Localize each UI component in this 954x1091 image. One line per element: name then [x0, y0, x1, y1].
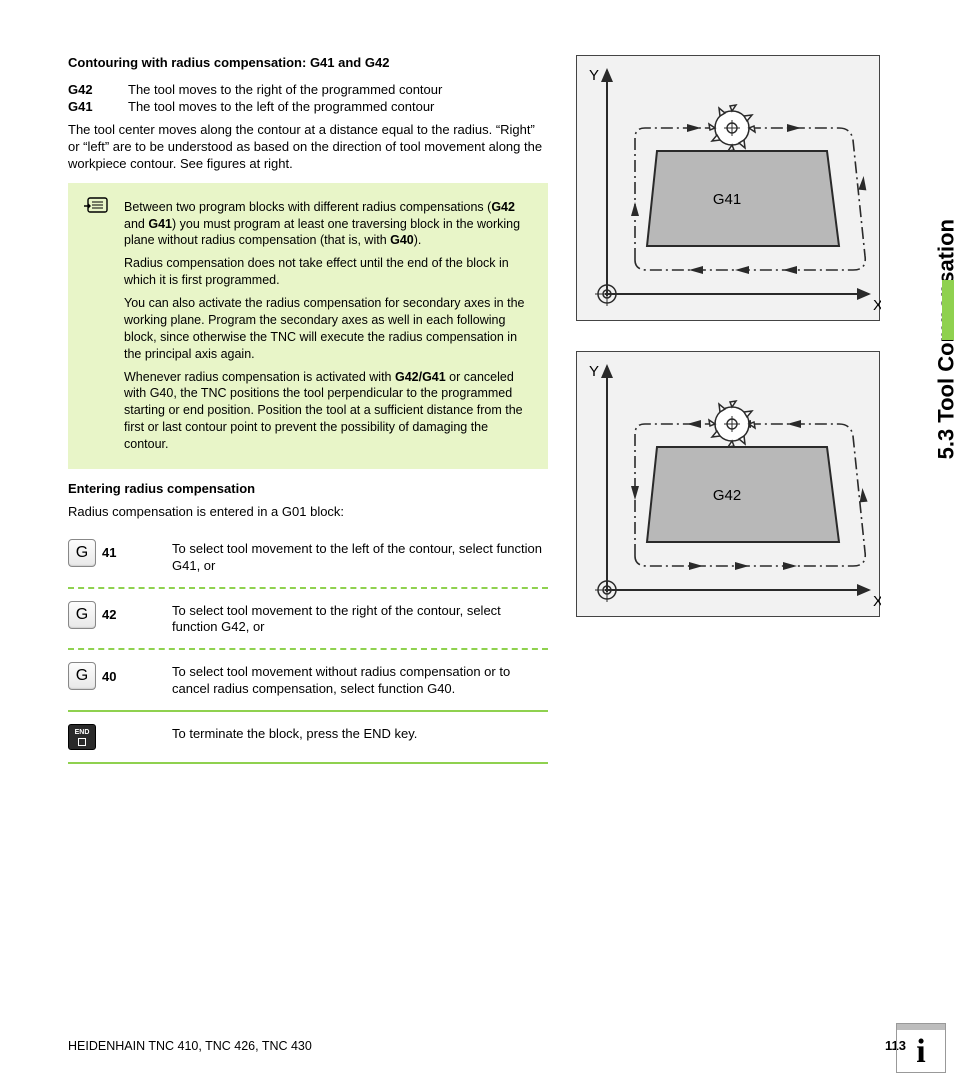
divider-solid: [68, 762, 548, 764]
footer-product: HEIDENHAIN TNC 410, TNC 426, TNC 430: [68, 1039, 312, 1053]
func-text: To select tool movement to the left of t…: [172, 539, 548, 575]
sub-intro: Radius compensation is entered in a G01 …: [68, 504, 548, 521]
info-badge: i: [896, 1023, 946, 1073]
func-text: To select tool movement without radius c…: [172, 662, 548, 698]
g-key[interactable]: G: [68, 601, 96, 629]
def-text: The tool moves to the left of the progra…: [128, 99, 548, 114]
def-row: G42 The tool moves to the right of the p…: [68, 82, 548, 97]
main-text-column: Contouring with radius compensation: G41…: [68, 55, 548, 766]
x-axis-label: X: [873, 297, 881, 314]
def-text: The tool moves to the right of the progr…: [128, 82, 548, 97]
diagram-g41: X Y G41: [576, 55, 880, 321]
func-text: To select tool movement to the right of …: [172, 601, 548, 637]
divider-dashed: [68, 648, 548, 650]
def-code: G42: [68, 82, 128, 97]
key-num: 41: [102, 545, 116, 560]
func-row-g41: G 41 To select tool movement to the left…: [68, 529, 548, 585]
diagram-g42-svg: X Y G42: [577, 352, 881, 618]
end-key-square-icon: [78, 738, 86, 746]
note-para: Whenever radius compensation is activate…: [124, 369, 534, 453]
note-hand-icon: [82, 195, 110, 217]
page-footer: HEIDENHAIN TNC 410, TNC 426, TNC 430 113: [68, 1038, 906, 1053]
func-row-end: END To terminate the block, press the EN…: [68, 714, 548, 760]
subheading: Entering radius compensation: [68, 481, 548, 496]
func-row-g42: G 42 To select tool movement to the righ…: [68, 591, 548, 647]
def-row: G41 The tool moves to the left of the pr…: [68, 99, 548, 114]
key-num: 40: [102, 669, 116, 684]
key-num: 42: [102, 607, 116, 622]
y-axis-label: Y: [589, 67, 599, 84]
info-icon: i: [897, 1032, 945, 1072]
figure-column: X Y G41: [576, 55, 886, 766]
section-heading: Contouring with radius compensation: G41…: [68, 55, 548, 70]
x-axis-label: X: [873, 593, 881, 610]
g-key[interactable]: G: [68, 539, 96, 567]
note-para: You can also activate the radius compens…: [124, 295, 534, 363]
func-text: To terminate the block, press the END ke…: [172, 724, 548, 743]
note-para: Radius compensation does not take effect…: [124, 255, 534, 289]
y-axis-label: Y: [589, 363, 599, 380]
diagram-g42: X Y G42: [576, 351, 880, 617]
end-key[interactable]: END: [68, 724, 96, 750]
g-key[interactable]: G: [68, 662, 96, 690]
diagram-g41-svg: X Y G41: [577, 56, 881, 322]
note-para: Between two program blocks with differen…: [124, 199, 534, 250]
divider-dashed: [68, 587, 548, 589]
func-row-g40: G 40 To select tool movement without rad…: [68, 652, 548, 708]
diagram-label: G42: [713, 487, 741, 504]
def-code: G41: [68, 99, 128, 114]
intro-paragraph: The tool center moves along the contour …: [68, 122, 548, 173]
divider-solid-arrow: [68, 710, 548, 712]
diagram-label: G41: [713, 191, 741, 208]
note-box: Between two program blocks with differen…: [68, 183, 548, 469]
